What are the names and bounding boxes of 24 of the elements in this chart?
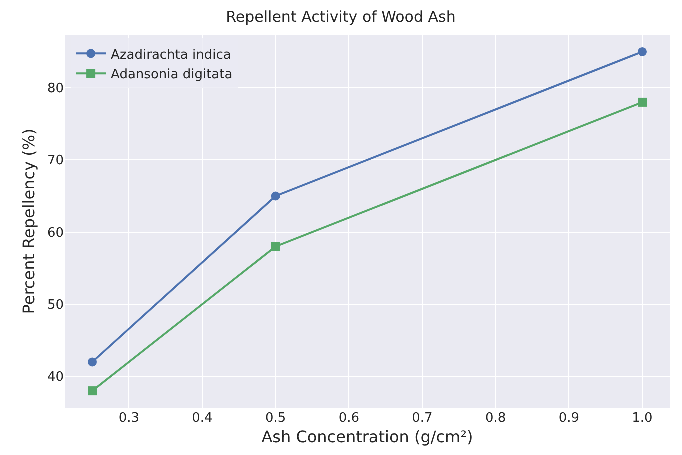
chart-title: Repellent Activity of Wood Ash xyxy=(226,8,456,26)
x-tick-label: 0.6 xyxy=(338,411,360,426)
point xyxy=(271,242,280,252)
x-tick-label: 0.7 xyxy=(412,411,433,426)
x-tick-label: 0.5 xyxy=(265,411,286,426)
x-axis-title: Ash Concentration (g/cm²) xyxy=(262,428,474,447)
y-tick-label: 80 xyxy=(47,82,64,97)
y-tick-label: 60 xyxy=(47,226,64,241)
y-tick-label: 50 xyxy=(47,298,64,314)
x-tick-label: 0.4 xyxy=(192,411,213,426)
point xyxy=(638,47,647,56)
x-tick-label: 0.8 xyxy=(485,411,506,426)
legend-label: Azadirachta indica xyxy=(111,48,232,63)
x-tick-label: 0.9 xyxy=(558,411,580,426)
x-tick-label: 0.3 xyxy=(118,411,140,426)
point xyxy=(271,192,280,201)
point xyxy=(638,98,647,107)
y-axis-title: Percent Repellency (%) xyxy=(19,128,38,314)
point xyxy=(88,386,97,396)
y-tick-label: 40 xyxy=(47,370,64,386)
legend-label: Adansonia digitata xyxy=(111,68,233,83)
x-tick-label: 1.0 xyxy=(632,411,653,426)
y-tick-label: 70 xyxy=(47,154,64,169)
point xyxy=(88,358,97,367)
